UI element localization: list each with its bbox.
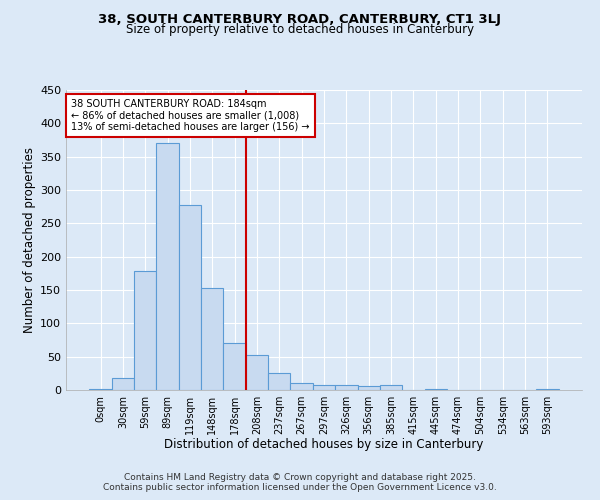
Bar [290, 384, 313, 390]
Bar [201, 288, 223, 390]
Bar [313, 386, 335, 390]
Bar [536, 388, 559, 390]
Bar [89, 388, 112, 390]
Bar [179, 204, 201, 390]
Bar [246, 354, 268, 390]
Bar [157, 144, 179, 390]
Text: Size of property relative to detached houses in Canterbury: Size of property relative to detached ho… [126, 22, 474, 36]
Bar [358, 386, 380, 390]
Bar [425, 388, 447, 390]
X-axis label: Distribution of detached houses by size in Canterbury: Distribution of detached houses by size … [164, 438, 484, 452]
Bar [112, 378, 134, 390]
Bar [134, 272, 157, 390]
Bar [380, 386, 402, 390]
Bar [223, 344, 246, 390]
Bar [335, 386, 358, 390]
Text: Contains HM Land Registry data © Crown copyright and database right 2025.
Contai: Contains HM Land Registry data © Crown c… [103, 473, 497, 492]
Y-axis label: Number of detached properties: Number of detached properties [23, 147, 36, 333]
Text: 38, SOUTH CANTERBURY ROAD, CANTERBURY, CT1 3LJ: 38, SOUTH CANTERBURY ROAD, CANTERBURY, C… [98, 12, 502, 26]
Text: 38 SOUTH CANTERBURY ROAD: 184sqm
← 86% of detached houses are smaller (1,008)
13: 38 SOUTH CANTERBURY ROAD: 184sqm ← 86% o… [71, 99, 310, 132]
Bar [268, 374, 290, 390]
